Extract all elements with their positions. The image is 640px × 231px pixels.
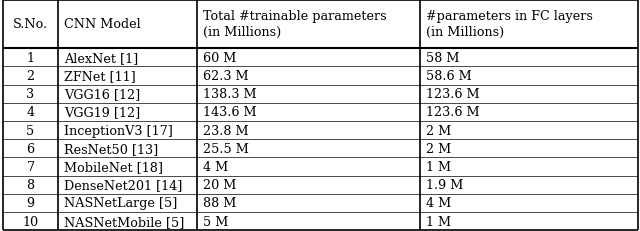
Text: 5 M: 5 M	[203, 215, 228, 228]
Text: 1 M: 1 M	[426, 160, 451, 173]
Text: 2 M: 2 M	[426, 142, 451, 155]
Text: 6: 6	[26, 142, 35, 155]
Text: DenseNet201 [14]: DenseNet201 [14]	[64, 179, 182, 191]
Text: 4: 4	[26, 106, 35, 119]
Text: 5: 5	[26, 124, 35, 137]
Text: AlexNet [1]: AlexNet [1]	[64, 52, 138, 64]
Text: 2 M: 2 M	[426, 124, 451, 137]
Text: Total #trainable parameters
(in Millions): Total #trainable parameters (in Millions…	[203, 10, 387, 39]
Text: VGG16 [12]: VGG16 [12]	[64, 88, 140, 101]
Text: 62.3 M: 62.3 M	[203, 70, 249, 83]
Text: #parameters in FC layers
(in Millions): #parameters in FC layers (in Millions)	[426, 10, 593, 39]
Text: 8: 8	[26, 179, 35, 191]
Text: NASNetLarge [5]: NASNetLarge [5]	[64, 197, 177, 210]
Text: ResNet50 [13]: ResNet50 [13]	[64, 142, 159, 155]
Text: 4 M: 4 M	[426, 197, 451, 210]
Text: 25.5 M: 25.5 M	[203, 142, 249, 155]
Text: 58.6 M: 58.6 M	[426, 70, 472, 83]
Text: S.No.: S.No.	[13, 18, 48, 31]
Text: MobileNet [18]: MobileNet [18]	[64, 160, 163, 173]
Text: 2: 2	[26, 70, 35, 83]
Text: 23.8 M: 23.8 M	[203, 124, 249, 137]
Text: 143.6 M: 143.6 M	[203, 106, 257, 119]
Text: VGG19 [12]: VGG19 [12]	[64, 106, 140, 119]
Text: NASNetMobile [5]: NASNetMobile [5]	[64, 215, 184, 228]
Text: 1 M: 1 M	[426, 215, 451, 228]
Text: 20 M: 20 M	[203, 179, 236, 191]
Text: CNN Model: CNN Model	[64, 18, 141, 31]
Text: InceptionV3 [17]: InceptionV3 [17]	[64, 124, 173, 137]
Text: 3: 3	[26, 88, 35, 101]
Text: 1: 1	[26, 52, 35, 64]
Text: 88 M: 88 M	[203, 197, 236, 210]
Text: 9: 9	[26, 197, 35, 210]
Text: 60 M: 60 M	[203, 52, 236, 64]
Text: 138.3 M: 138.3 M	[203, 88, 257, 101]
Text: 58 M: 58 M	[426, 52, 460, 64]
Text: 123.6 M: 123.6 M	[426, 88, 480, 101]
Text: 10: 10	[22, 215, 38, 228]
Text: ZFNet [11]: ZFNet [11]	[64, 70, 136, 83]
Text: 7: 7	[26, 160, 35, 173]
Text: 4 M: 4 M	[203, 160, 228, 173]
Text: 1.9 M: 1.9 M	[426, 179, 463, 191]
Text: 123.6 M: 123.6 M	[426, 106, 480, 119]
